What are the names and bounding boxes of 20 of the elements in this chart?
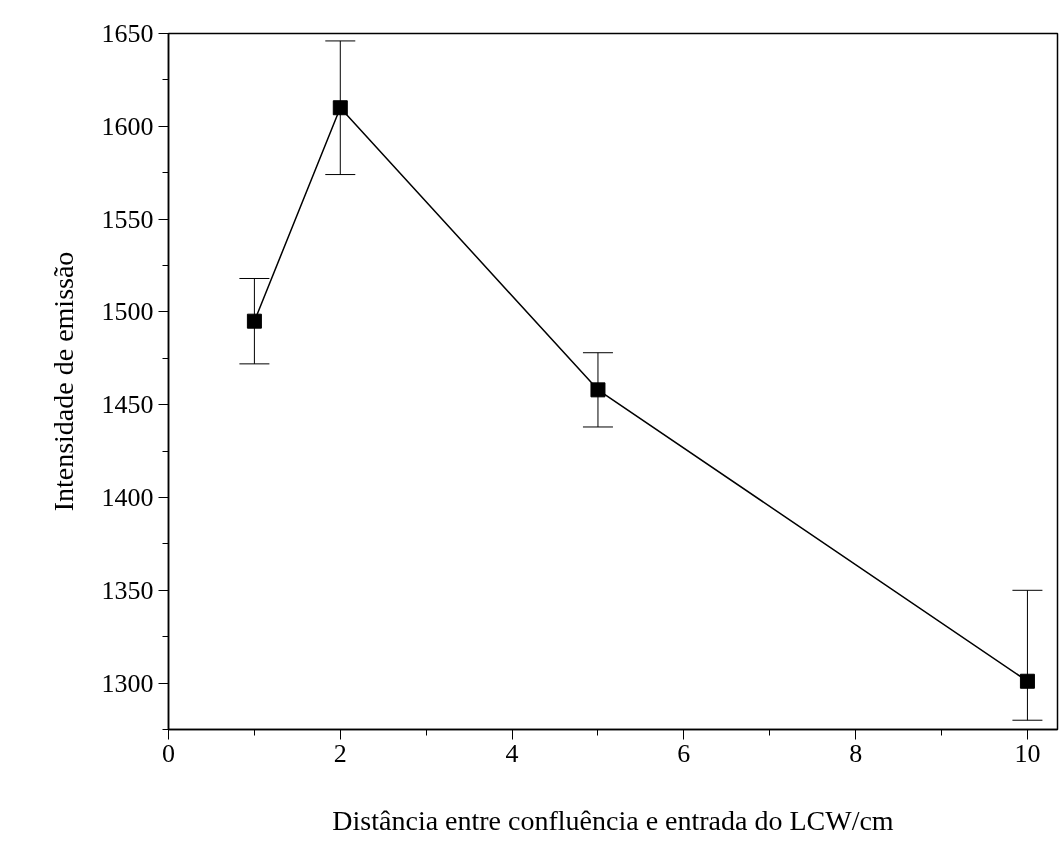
- y-axis-title: Intensidade de emissão: [47, 251, 79, 512]
- y-tick-label: 1400: [101, 483, 154, 512]
- y-tick-label: 1550: [101, 204, 154, 234]
- y-tick-label: 1450: [101, 390, 154, 420]
- point: [332, 100, 348, 116]
- y-tick-label: 1500: [101, 297, 154, 327]
- x-tick-label: 4: [505, 738, 519, 768]
- point: [1019, 673, 1035, 689]
- point: [590, 382, 606, 398]
- y-tick-label: 1300: [101, 668, 154, 698]
- x-tick-label: 6: [677, 738, 691, 768]
- x-axis-title: Distância entre confluência e entrada do LCW/cm: [332, 804, 894, 836]
- x-tick-label: 8: [849, 738, 863, 768]
- y-tick-label: 1350: [101, 575, 154, 605]
- point: [246, 313, 262, 329]
- y-tick-label: 1650: [101, 19, 154, 48]
- x-tick-label: 2: [333, 738, 347, 768]
- y-tick-label: 1600: [101, 111, 154, 141]
- x-tick-label: 10: [1014, 738, 1041, 768]
- x-tick-label: 0: [162, 738, 175, 768]
